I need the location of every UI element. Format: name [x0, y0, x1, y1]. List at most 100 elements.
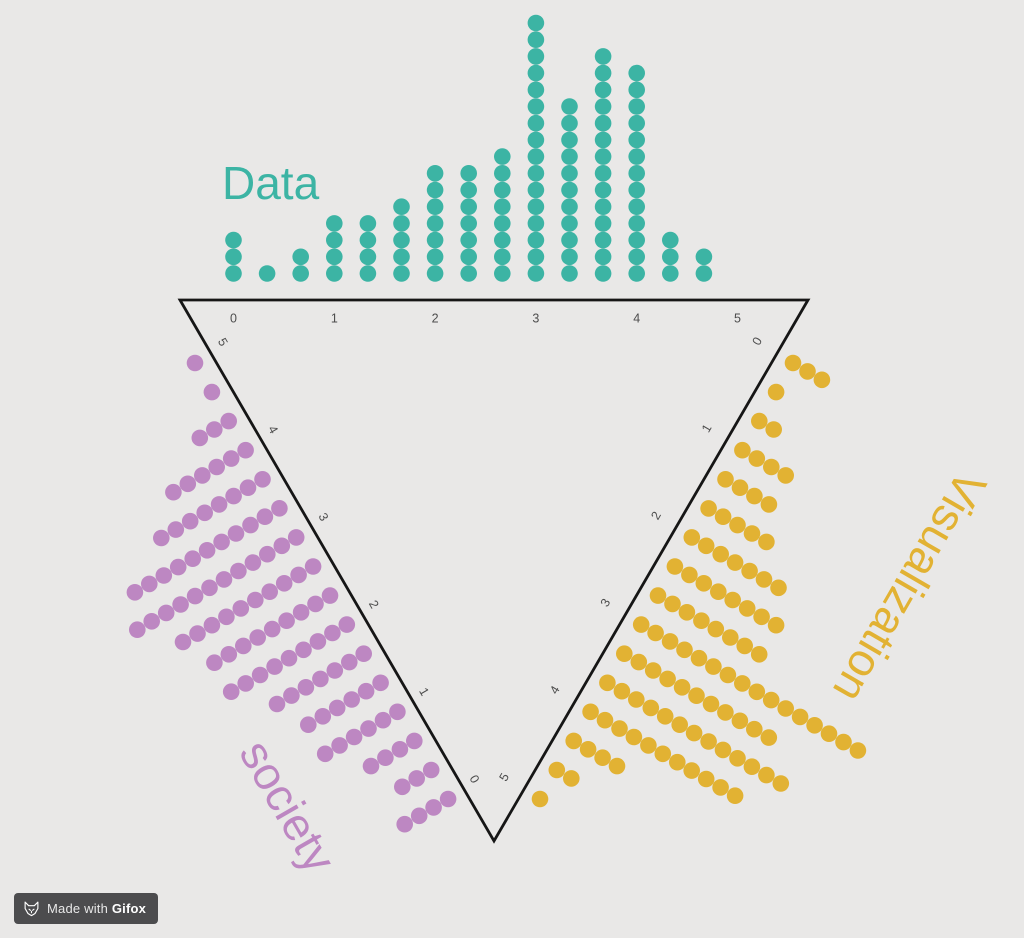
- dot: [820, 725, 838, 742]
- dot: [743, 525, 761, 542]
- dot: [275, 575, 293, 592]
- dot: [702, 695, 720, 713]
- dot: [225, 265, 242, 282]
- dot: [225, 231, 242, 249]
- dot: [174, 633, 192, 651]
- dot: [225, 248, 242, 266]
- dot: [359, 248, 377, 266]
- gifox-fox-icon: [24, 901, 39, 917]
- dot: [791, 708, 809, 726]
- dot: [751, 412, 768, 430]
- dot: [362, 757, 380, 775]
- dot: [268, 695, 286, 713]
- dot: [393, 198, 410, 215]
- dot: [304, 558, 322, 575]
- dot: [254, 471, 271, 488]
- dot: [729, 750, 746, 767]
- dot: [391, 741, 409, 758]
- dot: [181, 512, 199, 530]
- dot: [359, 231, 377, 249]
- dot: [326, 215, 343, 232]
- dot: [753, 608, 770, 626]
- dot: [628, 198, 645, 215]
- dot: [616, 645, 633, 662]
- dot: [359, 265, 377, 282]
- dot: [494, 265, 511, 282]
- dot: [324, 624, 341, 642]
- dot: [126, 584, 144, 601]
- dot: [393, 215, 410, 232]
- dot: [258, 265, 276, 282]
- dot: [426, 215, 444, 232]
- dot: [203, 616, 221, 634]
- dot: [222, 683, 240, 700]
- dot: [729, 516, 746, 534]
- dot: [849, 742, 867, 759]
- dot: [191, 429, 209, 447]
- dot: [129, 621, 146, 638]
- dot: [734, 441, 751, 459]
- dot: [697, 537, 715, 555]
- dot: [748, 450, 766, 467]
- dot: [266, 658, 283, 675]
- dot: [186, 354, 204, 372]
- dot: [561, 131, 578, 149]
- dot: [628, 215, 645, 232]
- dot: [425, 799, 442, 816]
- dot: [220, 412, 237, 430]
- dot: [201, 579, 218, 597]
- dot: [644, 662, 662, 679]
- dot: [722, 629, 739, 646]
- dot: [579, 741, 597, 758]
- dot: [256, 508, 274, 525]
- dot: [225, 487, 242, 505]
- dot: [594, 48, 612, 65]
- dot: [561, 165, 578, 182]
- dot: [659, 670, 676, 688]
- dot: [215, 571, 233, 588]
- society-dot-histogram: [126, 354, 457, 833]
- dot: [656, 708, 674, 725]
- dot: [206, 654, 223, 671]
- dot: [527, 131, 545, 149]
- dot: [242, 516, 259, 534]
- dot: [292, 604, 310, 621]
- dot: [321, 587, 339, 604]
- dot: [738, 600, 756, 617]
- dot: [561, 148, 578, 165]
- dot: [406, 732, 423, 750]
- dot: [393, 248, 410, 266]
- dot: [494, 198, 511, 215]
- dot: [295, 641, 312, 659]
- dot: [426, 265, 444, 282]
- dot: [628, 181, 645, 199]
- dot: [345, 728, 363, 746]
- dot: [772, 775, 790, 792]
- dot: [426, 198, 444, 215]
- dot: [731, 479, 749, 497]
- dot: [247, 591, 264, 609]
- dot: [613, 682, 631, 700]
- dot: [664, 595, 681, 613]
- dot: [287, 529, 305, 546]
- tick-label: 1: [331, 311, 338, 325]
- dot: [594, 64, 612, 82]
- dot: [681, 566, 698, 584]
- dot: [143, 613, 160, 630]
- dot: [297, 679, 315, 696]
- dot: [355, 645, 373, 662]
- dot: [594, 81, 612, 99]
- dot: [760, 729, 778, 746]
- dot: [628, 165, 645, 182]
- dot: [331, 737, 348, 754]
- dot: [662, 248, 679, 266]
- dot: [167, 521, 185, 538]
- dot: [608, 757, 626, 775]
- dot: [235, 637, 252, 655]
- dot: [527, 31, 545, 48]
- dot: [244, 554, 262, 571]
- dot: [676, 641, 693, 659]
